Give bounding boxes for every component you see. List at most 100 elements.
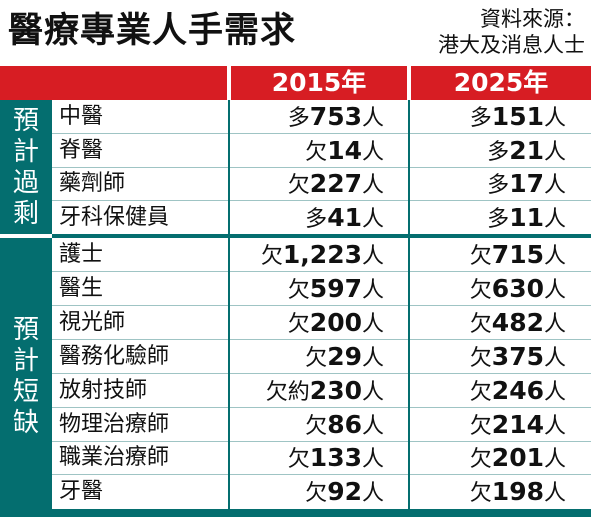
- value-unit: 人: [543, 481, 566, 507]
- value-number: 151: [491, 102, 544, 131]
- column-divider: [408, 100, 410, 509]
- value-prefix: 欠: [469, 244, 492, 269]
- value-prefix: 欠: [305, 413, 328, 439]
- profession-name: 視光師: [59, 309, 126, 335]
- value-number: 214: [491, 409, 544, 439]
- group-separator: [52, 234, 591, 238]
- value-prefix: 多: [487, 139, 510, 165]
- value-number: 92: [327, 477, 362, 507]
- table-row: 醫務化驗師 欠29人 欠375人: [52, 340, 591, 374]
- value-2025: 欠201人: [414, 441, 566, 477]
- value-number: 17: [509, 169, 544, 198]
- value-prefix: 多: [487, 206, 510, 232]
- value-2015: 欠227人: [234, 167, 384, 203]
- value-unit: 人: [543, 413, 566, 439]
- table-row: 護士 欠1,223人 欠715人: [52, 238, 591, 272]
- value-unit: 人: [543, 139, 566, 165]
- value-number: 630: [491, 273, 544, 303]
- value-2025: 欠482人: [414, 306, 566, 342]
- value-unit: 人: [361, 447, 384, 473]
- value-2015: 欠86人: [234, 408, 384, 444]
- table-row: 放射技師 欠約230人 欠246人: [52, 374, 591, 408]
- value-2015: 欠597人: [234, 272, 384, 308]
- profession-name: 中醫: [59, 104, 104, 129]
- profession-name: 脊醫: [59, 137, 104, 163]
- value-number: 21: [509, 135, 544, 165]
- value-prefix: 多: [469, 106, 492, 131]
- group-shortage-label: 預 計 短 缺: [12, 315, 39, 438]
- table-row: 牙醫 欠92人 欠198人: [52, 475, 591, 509]
- value-number: 1,223: [282, 240, 362, 269]
- header-year-2025: 2025年: [453, 68, 549, 97]
- value-unit: 人: [361, 277, 384, 303]
- value-prefix: 欠: [469, 447, 492, 473]
- value-prefix: 欠: [305, 139, 328, 165]
- value-unit: 人: [543, 173, 566, 198]
- value-unit: 人: [361, 345, 384, 371]
- table-row: 藥劑師 欠227人 多17人: [52, 167, 591, 201]
- value-number: 41: [327, 202, 362, 232]
- value-prefix: 欠: [469, 277, 492, 303]
- value-number: 198: [491, 477, 544, 507]
- value-2025: 欠630人: [414, 272, 566, 308]
- value-unit: 人: [361, 173, 384, 198]
- value-number: 375: [491, 341, 544, 371]
- profession-name: 醫生: [59, 275, 104, 301]
- value-2015: 欠約230人: [234, 374, 384, 410]
- profession-name: 牙醫: [59, 479, 104, 505]
- value-unit: 人: [543, 447, 566, 473]
- value-unit: 人: [361, 106, 384, 131]
- header-divider: [407, 66, 411, 100]
- value-number: 753: [309, 102, 362, 131]
- value-number: 227: [309, 169, 362, 198]
- table-row: 視光師 欠200 人 欠482人: [52, 306, 591, 340]
- value-prefix: 欠: [287, 447, 310, 473]
- value-prefix: 欠: [305, 345, 328, 371]
- value-2025: 欠214人: [414, 408, 566, 444]
- profession-name: 牙科保健員: [59, 204, 170, 230]
- value-number: 133: [309, 443, 362, 473]
- value-unit: 人: [543, 244, 566, 269]
- table-row: 醫生 欠597人 欠630人: [52, 272, 591, 306]
- source-label: 資料來源：: [480, 7, 585, 31]
- profession-name: 藥劑師: [59, 171, 126, 196]
- value-unit: 人: [543, 345, 566, 371]
- value-prefix: 多: [487, 173, 510, 198]
- value-prefix: 欠: [260, 244, 283, 269]
- profession-name: 放射技師: [59, 377, 148, 403]
- bottom-bar: [0, 509, 591, 517]
- value-prefix: 欠: [287, 277, 310, 303]
- source-text: 港大及消息人士: [438, 33, 585, 57]
- value-number: 14: [327, 135, 362, 165]
- value-number: 11: [509, 202, 544, 232]
- group-shortage-band: 預 計 短 缺: [0, 238, 52, 509]
- value-number: 246: [491, 375, 544, 405]
- value-number: 230: [309, 375, 362, 405]
- value-prefix: 多: [305, 206, 328, 232]
- value-unit: 人: [361, 481, 384, 507]
- value-number: 597: [309, 273, 362, 303]
- value-prefix: 欠: [305, 481, 328, 507]
- profession-name: 醫務化驗師: [59, 343, 170, 369]
- value-2025: 多151人: [414, 100, 566, 136]
- profession-name: 職業治療師: [59, 445, 170, 471]
- value-2025: 多17人: [414, 167, 566, 203]
- table-row: 職業治療師 欠133人 欠201人: [52, 441, 591, 477]
- table-row: 中醫 多753人 多151人: [52, 100, 591, 134]
- value-unit: 人: [543, 311, 566, 337]
- value-2025: 多21人: [414, 134, 566, 170]
- value-prefix: 多: [287, 106, 310, 131]
- value-unit: 人: [361, 139, 384, 165]
- value-prefix: 欠: [287, 173, 310, 198]
- value-number: 200: [309, 307, 362, 337]
- table-row: 物理治療師 欠86人 欠214人: [52, 408, 591, 442]
- value-prefix: 欠: [469, 481, 492, 507]
- header-divider: [227, 66, 231, 100]
- value-2025: 欠198人: [414, 475, 566, 511]
- value-number: 482: [491, 307, 544, 337]
- value-2015: 欠133人: [234, 441, 384, 477]
- table-row: 牙科保健員 多41人 多11人: [52, 201, 591, 235]
- value-2025: 欠715人: [414, 238, 566, 274]
- value-prefix: 欠: [287, 311, 310, 337]
